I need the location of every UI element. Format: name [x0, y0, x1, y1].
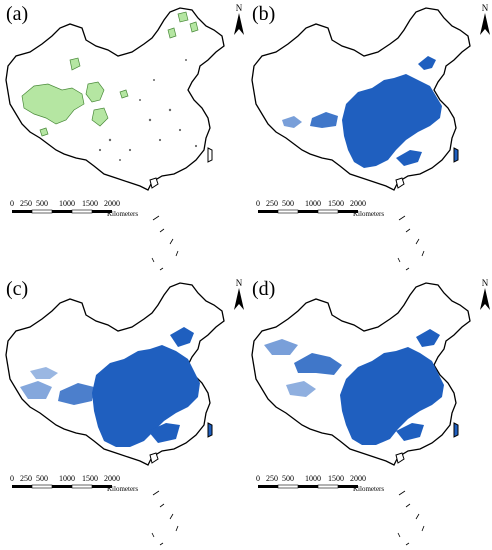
scale-tick: 0 [256, 474, 260, 483]
china-map-b [251, 7, 471, 271]
taiwan-island [453, 422, 459, 438]
scale-tick: 1500 [82, 474, 98, 483]
panel-label: (a) [6, 3, 29, 25]
scale-unit: Kilometers [107, 210, 139, 218]
scale-tick: 250 [20, 199, 32, 208]
scale-ticks: 0 250 500 1000 1500 2000 [10, 199, 140, 209]
blue-area [282, 56, 442, 168]
china-map-a [5, 7, 225, 271]
panel-label: (b) [252, 3, 276, 25]
taiwan-island [453, 147, 459, 163]
scale-tick: 0 [256, 199, 260, 208]
inset-islands [151, 490, 179, 546]
north-label: N [481, 278, 489, 288]
small-lakes [98, 59, 198, 161]
panel-label: (c) [6, 278, 29, 300]
taiwan-island [207, 422, 213, 438]
north-label: N [235, 278, 243, 288]
green-patches [21, 11, 199, 137]
scale-bar-icon [258, 484, 358, 489]
scale-bar: 0 250 500 1000 1500 2000 Kilometers [10, 474, 140, 498]
inset-islands [397, 215, 425, 271]
map-panel-d: (d) N 0 250 500 1000 1500 2000 Kilometer… [246, 275, 492, 550]
china-map-c [5, 282, 225, 546]
north-arrow-icon: N [233, 278, 245, 314]
scale-unit: Kilometers [107, 485, 139, 493]
blue-area [264, 329, 444, 445]
scale-tick: 1000 [59, 474, 75, 483]
scale-tick: 1500 [328, 474, 344, 483]
blue-area [20, 327, 200, 447]
scale-ticks: 0 250 500 1000 1500 2000 [256, 199, 386, 209]
scale-tick: 500 [282, 199, 294, 208]
scale-ticks: 0 250 500 1000 1500 2000 [256, 474, 386, 484]
hainan-island [395, 177, 405, 189]
scale-bar: 0 250 500 1000 1500 2000 Kilometers [10, 199, 140, 223]
scale-tick: 1000 [305, 474, 321, 483]
scale-bar-icon [258, 209, 358, 214]
hainan-island [395, 452, 405, 464]
scale-tick: 1500 [328, 199, 344, 208]
china-map-d [251, 282, 471, 546]
scale-tick: 1000 [305, 199, 321, 208]
scale-tick: 2000 [104, 474, 120, 483]
north-label: N [235, 3, 243, 13]
scale-tick: 500 [36, 199, 48, 208]
scale-bar: 0 250 500 1000 1500 2000 Kilometers [256, 199, 386, 223]
map-panel-c: (c) N 0 250 500 1000 1500 2000 Kilometer… [0, 275, 246, 550]
map-panel-b: (b) N 0 250 500 1000 1500 2000 Kilometer… [246, 0, 492, 275]
scale-unit: Kilometers [353, 210, 385, 218]
scale-ticks: 0 250 500 1000 1500 2000 [10, 474, 140, 484]
map-panel-a: (a) N 0 250 500 1000 1500 2000 Kilometer… [0, 0, 246, 275]
taiwan-island [207, 147, 213, 163]
north-arrow-icon: N [479, 3, 491, 39]
inset-islands [151, 215, 179, 271]
panel-label: (d) [252, 278, 276, 300]
scale-tick: 2000 [350, 199, 366, 208]
scale-tick: 250 [266, 474, 278, 483]
scale-bar-icon [12, 209, 112, 214]
north-arrow-icon: N [479, 278, 491, 314]
scale-unit: Kilometers [353, 485, 385, 493]
north-arrow-icon: N [233, 3, 245, 39]
scale-tick: 1000 [59, 199, 75, 208]
scale-bar: 0 250 500 1000 1500 2000 Kilometers [256, 474, 386, 498]
china-boundary [5, 7, 225, 191]
scale-tick: 500 [36, 474, 48, 483]
scale-tick: 1500 [82, 199, 98, 208]
scale-tick: 250 [20, 474, 32, 483]
inset-islands [397, 490, 425, 546]
scale-tick: 2000 [350, 474, 366, 483]
scale-tick: 500 [282, 474, 294, 483]
scale-tick: 250 [266, 199, 278, 208]
scale-bar-icon [12, 484, 112, 489]
scale-tick: 2000 [104, 199, 120, 208]
hainan-island [149, 452, 159, 464]
scale-tick: 0 [10, 199, 14, 208]
north-label: N [481, 3, 489, 13]
hainan-island [149, 177, 159, 189]
scale-tick: 0 [10, 474, 14, 483]
